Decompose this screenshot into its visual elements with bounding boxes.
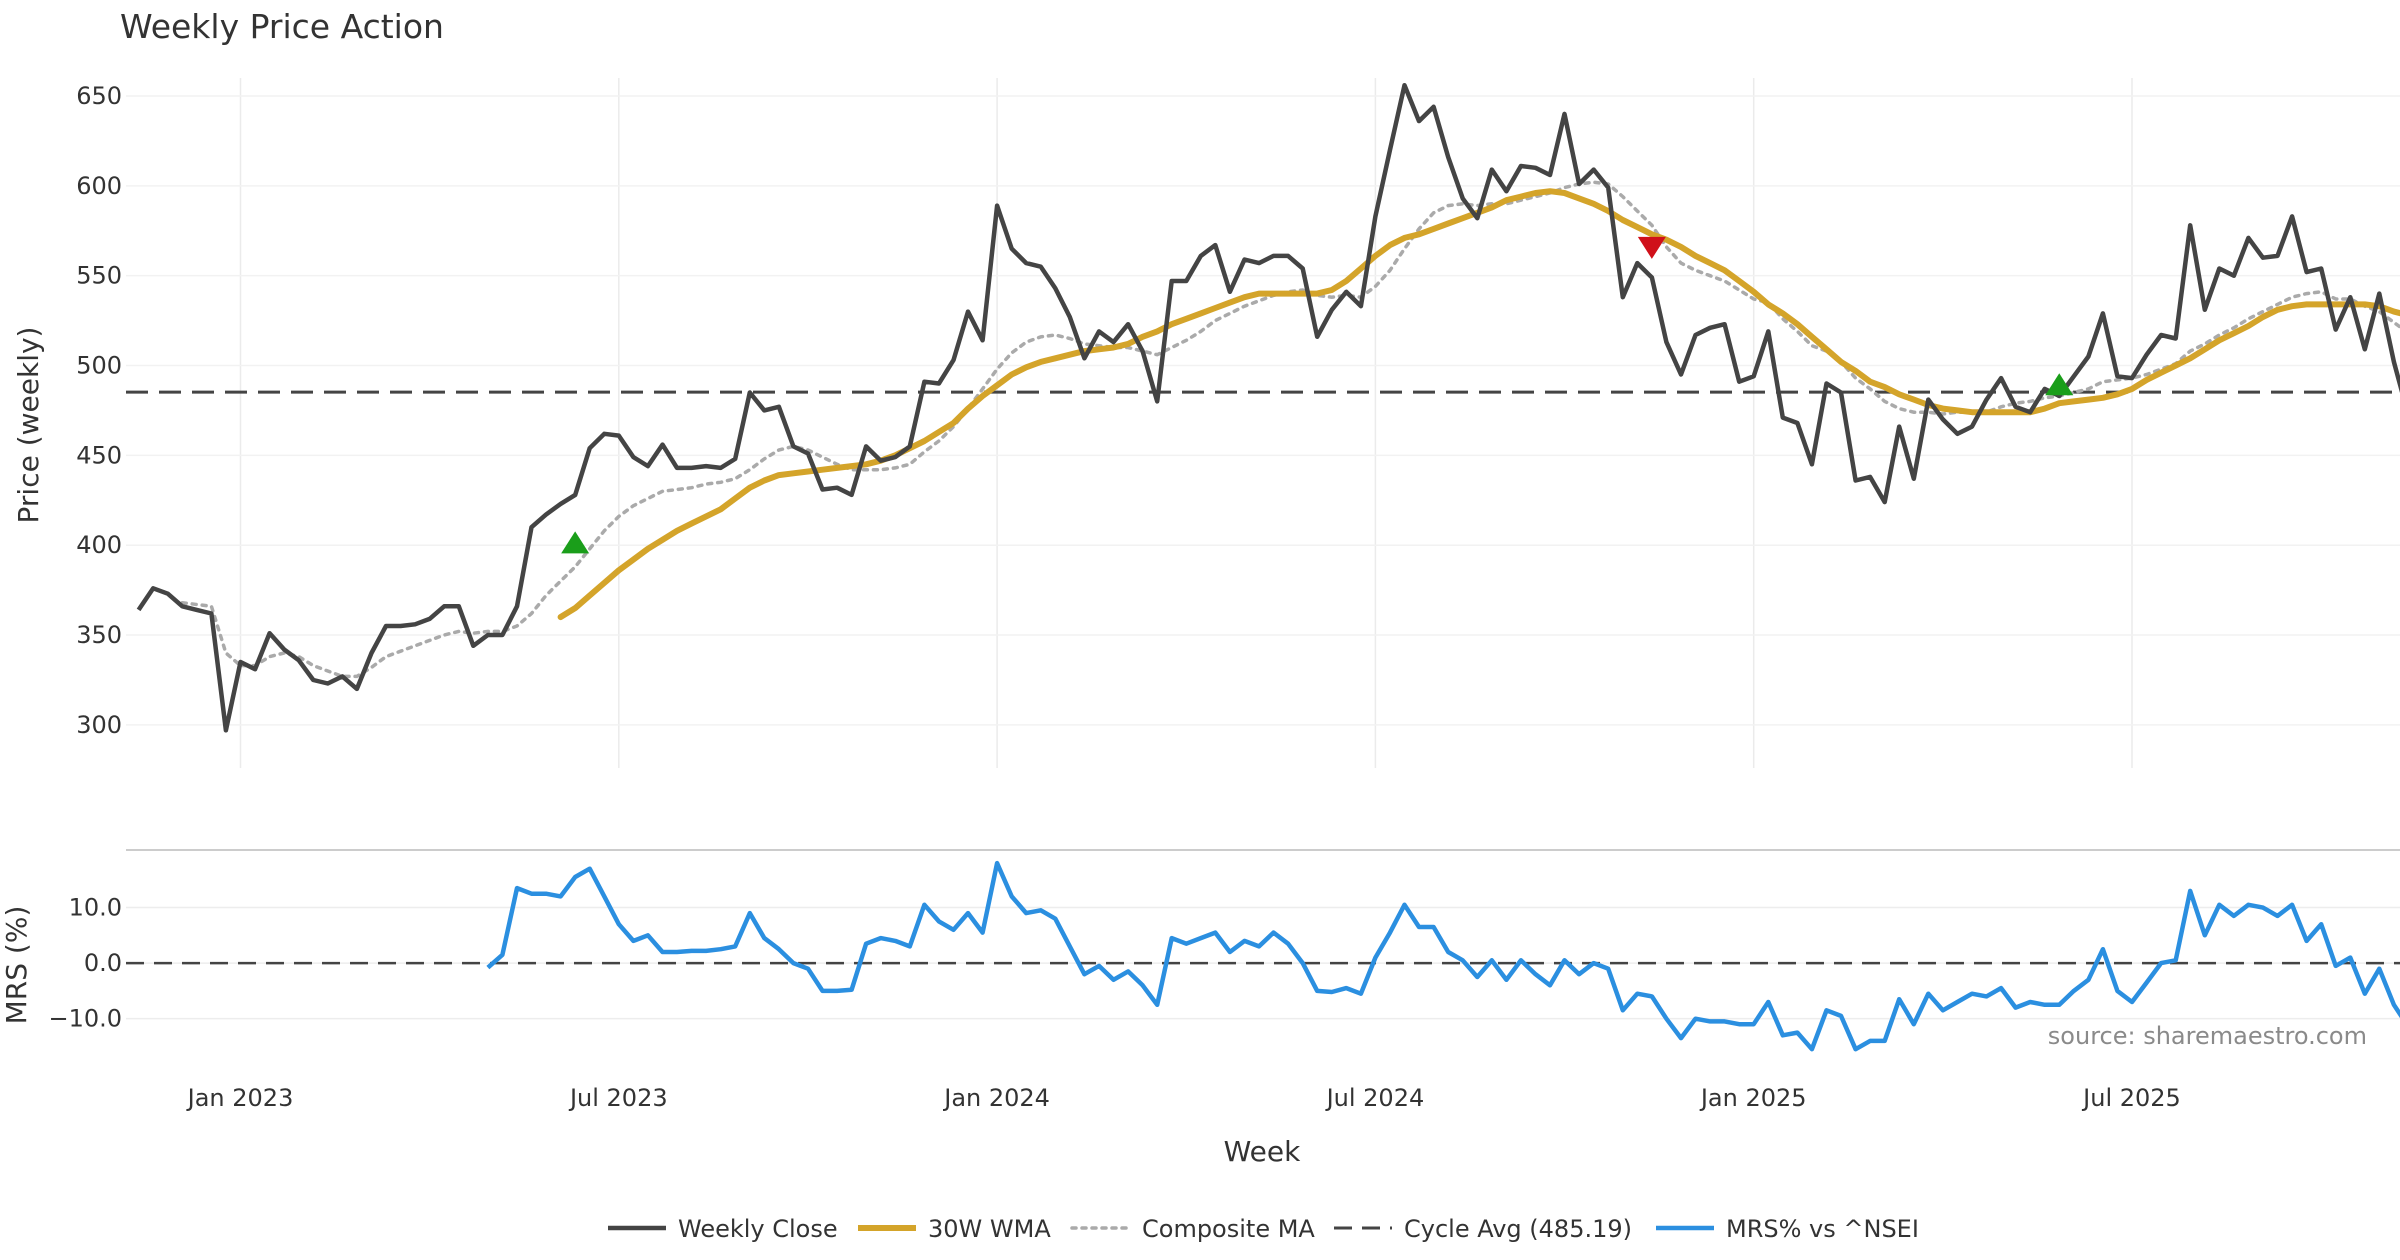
mrs-y-axis-title: MRS (%) bbox=[0, 906, 33, 1025]
chart-title: Weekly Price Action bbox=[120, 7, 444, 46]
x-tick-label: Jan 2025 bbox=[1699, 1084, 1807, 1112]
price-y-tick-label: 650 bbox=[76, 82, 122, 110]
price-y-axis-title: Price (weekly) bbox=[12, 327, 45, 524]
x-axis-title: Week bbox=[1224, 1135, 1301, 1168]
legend-label: 30W WMA bbox=[928, 1215, 1051, 1243]
mrs-y-tick-label: −10.0 bbox=[48, 1005, 122, 1033]
sell-signal-marker bbox=[1637, 236, 1666, 259]
buy-signal-marker bbox=[2045, 373, 2074, 396]
price-grid bbox=[126, 78, 2400, 768]
mrs-line bbox=[486, 860, 2400, 1052]
mrs-y-axis: 10.0 0.0 −10.0 bbox=[48, 894, 122, 1033]
x-tick-label: Jul 2023 bbox=[568, 1084, 668, 1112]
price-y-tick-label: 350 bbox=[76, 621, 122, 649]
legend: Weekly Close 30W WMA Composite MA Cycle Avg… bbox=[608, 1215, 1919, 1243]
buy-signal-marker bbox=[561, 531, 590, 554]
price-y-axis: 300 350 400 450 500 550 600 650 bbox=[76, 82, 122, 739]
signal-markers bbox=[561, 236, 2074, 554]
series-layer bbox=[126, 82, 2400, 1052]
source-note: source: sharemaestro.com bbox=[2048, 1022, 2367, 1050]
price-y-tick-label: 400 bbox=[76, 531, 122, 559]
legend-label: Cycle Avg (485.19) bbox=[1404, 1215, 1632, 1243]
x-axis: Jan 2023 Jul 2023 Jan 2024 Jul 2024 Jan 2025… bbox=[186, 1084, 2181, 1112]
mrs-y-tick-label: 0.0 bbox=[84, 949, 122, 977]
price-y-tick-label: 550 bbox=[76, 262, 122, 290]
price-y-tick-label: 600 bbox=[76, 172, 122, 200]
mrs-y-tick-label: 10.0 bbox=[69, 894, 122, 922]
price-y-tick-label: 450 bbox=[76, 441, 122, 469]
legend-label: Weekly Close bbox=[678, 1215, 838, 1243]
x-tick-label: Jan 2023 bbox=[186, 1084, 294, 1112]
x-tick-label: Jul 2025 bbox=[2081, 1084, 2181, 1112]
x-tick-label: Jan 2024 bbox=[942, 1084, 1050, 1112]
wma-30w-line bbox=[557, 188, 2400, 621]
price-y-tick-label: 500 bbox=[76, 352, 122, 380]
weekly-close-line bbox=[136, 82, 2400, 733]
price-y-tick-label: 300 bbox=[76, 711, 122, 739]
legend-label: MRS% vs ^NSEI bbox=[1726, 1215, 1919, 1243]
x-tick-label: Jul 2024 bbox=[1325, 1084, 1425, 1112]
legend-label: Composite MA bbox=[1142, 1215, 1315, 1243]
